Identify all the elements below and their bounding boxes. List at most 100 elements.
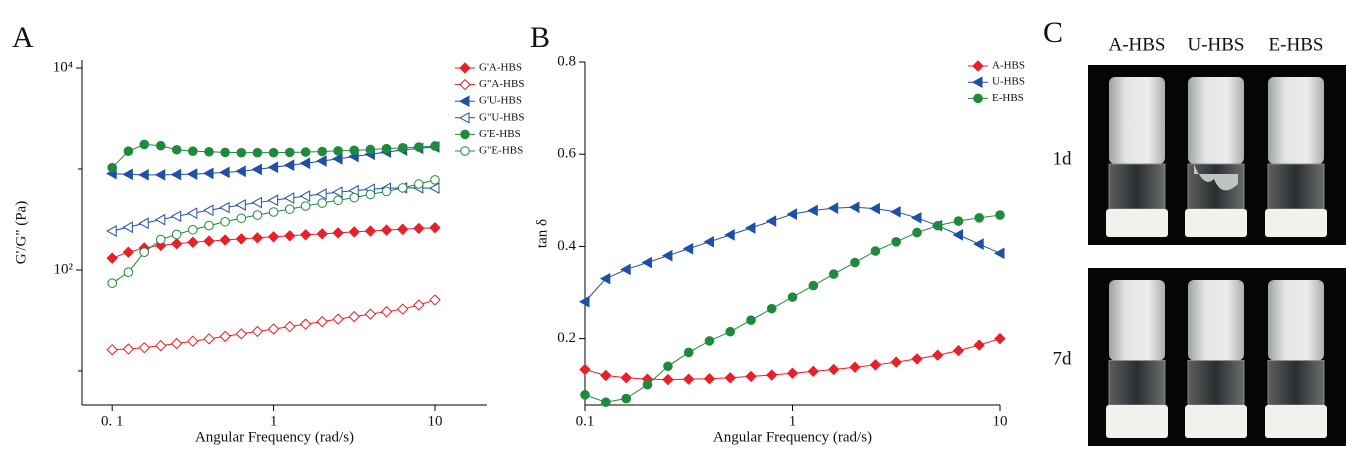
marker [807, 204, 818, 217]
marker [138, 341, 150, 354]
marker [765, 215, 777, 227]
column-label: U-HBS [1187, 34, 1244, 55]
marker [154, 213, 166, 226]
marker [380, 224, 393, 236]
marker [601, 397, 611, 408]
marker [682, 242, 694, 255]
marker [974, 213, 985, 223]
marker [413, 299, 425, 311]
marker [973, 339, 985, 351]
marker [154, 168, 166, 181]
marker [578, 295, 590, 308]
marker [235, 199, 246, 211]
legend-marker [971, 76, 983, 89]
marker [364, 308, 377, 320]
column-label: A-HBS [1108, 34, 1165, 55]
marker [317, 198, 327, 208]
marker [827, 202, 839, 214]
marker [138, 168, 149, 181]
marker [430, 141, 440, 151]
vial-gel [1268, 77, 1324, 164]
chart: B 0.1 1 10 0.2 0.4 0.6 0.8 Angular Frequency (ra… [530, 21, 1025, 446]
vial-glass [1267, 163, 1325, 210]
marker [849, 361, 861, 373]
marker [106, 344, 118, 356]
marker [139, 139, 150, 150]
marker [397, 143, 408, 153]
marker [204, 146, 214, 157]
legend-label: G"A-HBS [479, 78, 524, 90]
marker [397, 183, 408, 193]
vial-cap [1265, 405, 1327, 438]
marker [333, 146, 343, 156]
vial-cap [1185, 405, 1247, 438]
legend-marker [972, 60, 984, 72]
marker [600, 369, 612, 382]
marker [397, 223, 409, 235]
marker [333, 195, 343, 206]
marker [848, 201, 860, 214]
x-tick-label: 1 [789, 413, 797, 429]
x-tick-label: 10 [993, 413, 1008, 429]
x-tick-label: 0.1 [576, 413, 595, 429]
y-tick-label: 10⁴ [53, 59, 73, 75]
marker [316, 155, 327, 167]
marker [235, 328, 248, 340]
marker [252, 147, 263, 158]
marker [994, 332, 1006, 345]
panel-label: A [12, 21, 34, 54]
marker [599, 272, 611, 285]
marker [123, 267, 134, 278]
legend-marker [458, 95, 470, 108]
marker [850, 257, 860, 268]
marker [642, 379, 653, 390]
marker [299, 190, 311, 202]
vial-gel [1188, 280, 1244, 361]
marker [724, 229, 735, 241]
marker [299, 318, 312, 330]
vial-gel [1188, 77, 1244, 164]
marker [202, 204, 214, 217]
vial-cap [1185, 209, 1247, 237]
marker [219, 201, 230, 214]
marker [220, 216, 230, 227]
marker [910, 211, 922, 224]
marker [413, 222, 425, 235]
marker [283, 192, 295, 204]
marker [953, 216, 964, 226]
marker [663, 361, 673, 372]
marker [891, 236, 901, 247]
marker [661, 249, 673, 262]
y-tick-label: 0.8 [557, 53, 576, 69]
marker [106, 225, 117, 237]
marker [251, 196, 262, 209]
marker [170, 337, 183, 350]
x-tick-label: 0. 1 [101, 413, 124, 429]
marker [155, 339, 167, 352]
vial-cap [1265, 209, 1327, 237]
marker [332, 227, 344, 239]
marker [187, 335, 199, 347]
marker [952, 229, 964, 241]
marker [139, 247, 150, 257]
marker [203, 333, 215, 345]
marker [745, 370, 757, 383]
broken-gel [1194, 164, 1238, 191]
marker [284, 204, 295, 214]
vial-gel [1109, 280, 1165, 361]
marker [952, 344, 965, 357]
marker [171, 144, 182, 155]
marker [414, 142, 424, 152]
y-axis-label: tan δ [534, 219, 550, 248]
marker [349, 145, 360, 156]
y-axis-label: G'/G" (Pa) [13, 201, 29, 264]
marker [430, 175, 440, 185]
marker [828, 363, 840, 376]
marker [251, 325, 264, 338]
marker [268, 207, 279, 217]
marker [236, 213, 247, 224]
marker [621, 393, 632, 404]
legend-label: G'E-HBS [479, 128, 521, 140]
marker [170, 168, 182, 181]
